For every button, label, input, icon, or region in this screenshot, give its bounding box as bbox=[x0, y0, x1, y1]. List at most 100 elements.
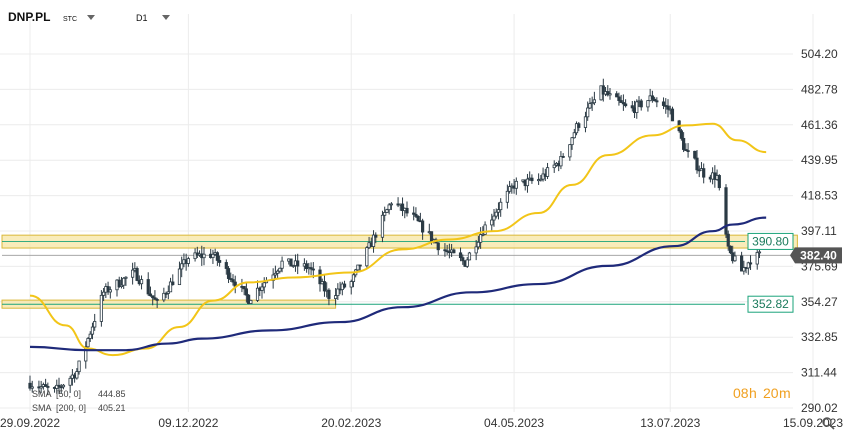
candle-body-21 bbox=[93, 321, 97, 328]
timer-m-unit: m bbox=[779, 385, 791, 401]
candle-body-185 bbox=[606, 91, 610, 96]
candle-body-213 bbox=[695, 157, 699, 171]
legend-sma50-params: [50, 0] bbox=[56, 389, 81, 399]
candle-body-114 bbox=[385, 209, 389, 213]
interval-dropdown-icon[interactable] bbox=[162, 15, 170, 20]
y-tick-4: 418.53 bbox=[801, 189, 838, 203]
candle-body-5 bbox=[44, 384, 48, 387]
candle-body-216 bbox=[702, 168, 706, 178]
symbol-dropdown-icon[interactable] bbox=[87, 15, 95, 20]
candle-body-31 bbox=[124, 276, 128, 279]
sma50-line bbox=[29, 122, 767, 357]
candle-body-6 bbox=[46, 386, 50, 388]
candle-body-200 bbox=[653, 98, 657, 102]
candle-body-77 bbox=[271, 274, 275, 281]
candle-body-151 bbox=[499, 201, 503, 211]
legend-sma200-params: [200, 0] bbox=[56, 403, 86, 413]
candle-body-150 bbox=[496, 209, 501, 213]
candle-body-191 bbox=[624, 103, 628, 107]
candle-body-156 bbox=[514, 180, 518, 189]
candle-body-181 bbox=[592, 99, 596, 104]
candle-body-83 bbox=[289, 258, 293, 267]
exchange-label: STC bbox=[63, 16, 77, 23]
candle-body-107 bbox=[365, 247, 369, 267]
candle-body-39 bbox=[151, 295, 155, 299]
candle-body-179 bbox=[588, 103, 592, 109]
candle-body-221 bbox=[717, 175, 721, 189]
x-tick-5: 15.09.2023 bbox=[783, 416, 843, 430]
candle-body-138 bbox=[461, 257, 465, 262]
candle-body-116 bbox=[389, 203, 393, 206]
candle-body-97 bbox=[334, 295, 338, 299]
y-tick-3: 439.95 bbox=[801, 153, 838, 167]
zoom-icon[interactable] bbox=[822, 417, 835, 430]
candle-body-41 bbox=[155, 299, 159, 301]
candle-body-79 bbox=[276, 270, 280, 274]
candle-body-19 bbox=[88, 333, 92, 339]
legend: SMA [50, 0] 444.85 SMA [200, 0] 405.21 bbox=[32, 389, 126, 413]
symbol-label[interactable]: DNP.PL bbox=[8, 10, 50, 24]
candle-body-178 bbox=[586, 107, 590, 118]
y-axis: 504.20482.78461.36439.95418.53397.11375.… bbox=[801, 47, 838, 415]
candle-body-177 bbox=[583, 116, 588, 128]
candle-body-28 bbox=[117, 279, 121, 288]
candle-body-119 bbox=[400, 203, 405, 212]
price-box-2 bbox=[747, 295, 794, 313]
candle-body-98 bbox=[336, 288, 340, 297]
interval-label[interactable]: D1 bbox=[136, 13, 148, 23]
candle-body-176 bbox=[577, 123, 581, 128]
candle-body-212 bbox=[693, 150, 697, 159]
candle-body-123 bbox=[414, 213, 418, 217]
candle-body-42 bbox=[162, 292, 166, 301]
candle-body-183 bbox=[601, 85, 605, 95]
y-tick-5: 397.11 bbox=[801, 224, 837, 238]
y-tick-0: 504.20 bbox=[801, 47, 838, 61]
candle-body-68 bbox=[242, 286, 246, 290]
candle-body-147 bbox=[490, 219, 494, 226]
timer-hours: 08 bbox=[733, 385, 749, 401]
candle-body-103 bbox=[351, 274, 356, 282]
candle-body-92 bbox=[318, 269, 322, 285]
grid bbox=[0, 14, 814, 412]
candle-timer: 08 h 20 m bbox=[733, 385, 791, 401]
legend-sma50-value: 444.85 bbox=[98, 389, 126, 399]
legend-sma200-label: SMA bbox=[32, 403, 52, 413]
candle-body-174 bbox=[572, 132, 576, 139]
candle-body-110 bbox=[371, 234, 376, 247]
candle-body-17 bbox=[84, 346, 88, 362]
candle-body-190 bbox=[621, 102, 625, 105]
candle-body-187 bbox=[615, 93, 619, 98]
candle-body-105 bbox=[356, 264, 360, 271]
candle-body-170 bbox=[559, 155, 563, 167]
candle-body-202 bbox=[661, 101, 666, 106]
candle-body-71 bbox=[249, 300, 253, 304]
candle-body-30 bbox=[122, 277, 126, 286]
candle-body-47 bbox=[177, 268, 182, 286]
candle-body-192 bbox=[630, 105, 634, 109]
candle-body-44 bbox=[166, 291, 170, 294]
timer-h-unit: h bbox=[749, 385, 757, 401]
candle-body-61 bbox=[218, 260, 222, 263]
candle-body-128 bbox=[429, 231, 434, 242]
candle-body-142 bbox=[474, 246, 478, 254]
candle-body-3 bbox=[39, 386, 43, 389]
x-tick-4: 13.07.2023 bbox=[640, 416, 700, 430]
candle-body-153 bbox=[508, 186, 512, 192]
candle-body-23 bbox=[102, 291, 106, 296]
price-label-2: 352.82 bbox=[752, 297, 789, 311]
y-tick-2: 461.36 bbox=[801, 118, 838, 132]
candle-body-29 bbox=[119, 284, 124, 288]
candle-body-60 bbox=[215, 252, 219, 261]
candle-body-62 bbox=[224, 262, 228, 269]
price-box-0 bbox=[747, 232, 794, 250]
candle-body-163 bbox=[539, 178, 543, 181]
candle-body-112 bbox=[380, 214, 385, 238]
candle-body-15 bbox=[75, 371, 79, 379]
candle-body-137 bbox=[458, 252, 463, 259]
candle-body-94 bbox=[322, 281, 327, 292]
price-label-0: 390.80 bbox=[752, 234, 789, 248]
candle-body-36 bbox=[139, 279, 144, 285]
candle-body-149 bbox=[494, 211, 498, 217]
candle-body-26 bbox=[108, 289, 112, 293]
